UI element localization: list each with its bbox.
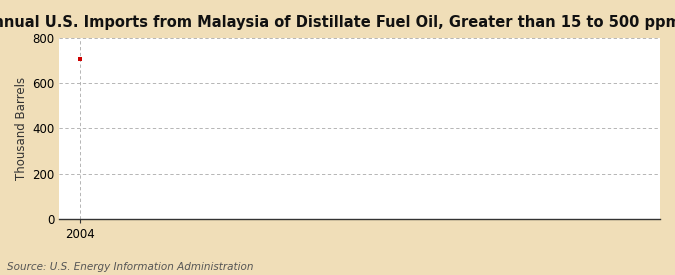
Y-axis label: Thousand Barrels: Thousand Barrels: [15, 77, 28, 180]
Text: Source: U.S. Energy Information Administration: Source: U.S. Energy Information Administ…: [7, 262, 253, 272]
Title: Annual U.S. Imports from Malaysia of Distillate Fuel Oil, Greater than 15 to 500: Annual U.S. Imports from Malaysia of Dis…: [0, 15, 675, 30]
